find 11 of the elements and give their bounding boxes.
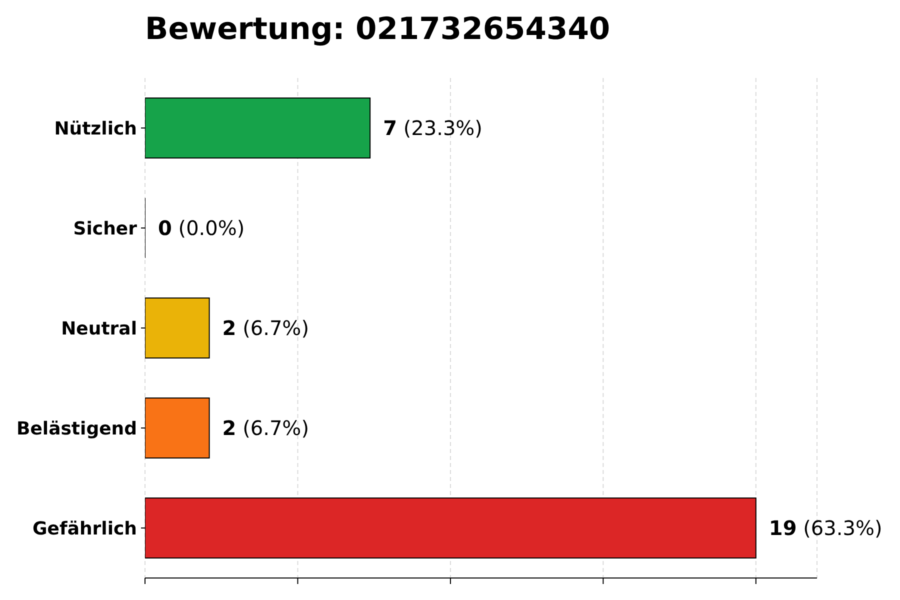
y-tick-label: Sicher <box>73 218 138 240</box>
y-tick-label: Neutral <box>61 318 137 340</box>
y-tick-label: Belästigend <box>16 418 137 440</box>
data-label: 0 (0.0%) <box>158 216 245 240</box>
data-label: 19 (63.3%) <box>768 516 882 540</box>
y-tick-label: Nützlich <box>54 118 137 140</box>
data-label: 2 (6.7%) <box>222 416 310 440</box>
data-label: 7 (23.3%) <box>383 116 482 140</box>
chart-title: Bewertung: 021732654340 <box>145 12 610 47</box>
y-tick-label: Gefährlich <box>32 518 137 540</box>
data-label: 2 (6.7%) <box>222 316 310 340</box>
